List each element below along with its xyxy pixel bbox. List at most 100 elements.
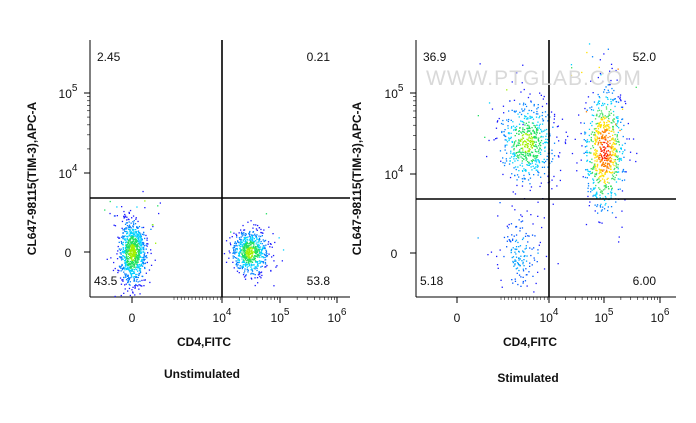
event-dot	[620, 147, 622, 149]
event-dot	[246, 249, 248, 251]
event-dot	[499, 249, 501, 251]
event-dot	[516, 155, 518, 157]
event-dot	[125, 274, 127, 276]
event-dot	[514, 160, 516, 162]
quadrant-percent-top-left: 36.9	[423, 50, 447, 64]
event-dot	[596, 136, 598, 138]
event-dot	[136, 244, 138, 246]
event-dot	[246, 253, 248, 255]
event-dot	[125, 230, 127, 233]
event-dot	[537, 121, 539, 123]
event-dot	[136, 254, 139, 257]
event-dot	[543, 173, 546, 175]
event-dot	[131, 270, 133, 272]
event-dot	[242, 247, 244, 249]
event-dot	[539, 151, 542, 154]
event-dot	[603, 146, 605, 148]
event-dot	[533, 124, 535, 127]
event-dot	[254, 255, 256, 257]
event-dot	[598, 177, 600, 179]
event-dot	[599, 188, 601, 190]
event-dot	[597, 181, 599, 184]
event-dot	[129, 233, 132, 235]
event-dot	[273, 260, 275, 262]
event-dot	[595, 151, 597, 153]
event-dot	[598, 154, 600, 156]
event-dot	[620, 157, 622, 160]
event-dot	[612, 134, 614, 136]
event-dot	[497, 120, 499, 122]
event-dot	[126, 241, 128, 243]
event-dot	[517, 166, 519, 168]
event-dot	[249, 244, 252, 246]
event-dot	[524, 124, 526, 126]
event-dot	[538, 127, 540, 129]
event-dot	[515, 226, 517, 228]
event-dot	[250, 261, 252, 263]
event-dot	[524, 152, 527, 154]
event-dot	[139, 248, 141, 250]
event-dot	[611, 161, 613, 163]
event-dot	[525, 170, 527, 172]
event-dot	[138, 225, 141, 228]
event-dot	[546, 155, 548, 157]
event-dot	[553, 115, 556, 117]
event-dot	[544, 147, 546, 149]
event-dot	[524, 115, 526, 117]
event-dot	[137, 281, 139, 283]
event-dot	[601, 169, 603, 171]
event-dot	[129, 281, 131, 283]
event-dot	[141, 249, 143, 251]
event-dot	[257, 264, 259, 266]
event-dot	[118, 256, 121, 258]
event-dot	[236, 265, 238, 267]
event-dot	[132, 226, 134, 228]
event-dot	[590, 191, 592, 193]
event-dot	[230, 244, 232, 246]
event-dot	[531, 122, 534, 124]
event-dot	[244, 275, 247, 277]
event-dot	[259, 256, 261, 258]
event-dot	[532, 118, 535, 120]
event-dot	[244, 245, 246, 247]
event-dot	[128, 225, 130, 227]
event-dot	[117, 269, 119, 271]
event-dot	[140, 263, 143, 265]
event-dot	[518, 257, 520, 259]
event-dot	[521, 220, 524, 222]
event-dot	[589, 152, 591, 154]
event-dot	[121, 252, 123, 254]
event-dot	[112, 269, 115, 272]
event-dot	[261, 274, 263, 277]
event-dot	[235, 244, 237, 246]
event-dot	[606, 164, 609, 166]
event-dot	[599, 139, 601, 142]
event-dot	[586, 177, 588, 179]
event-dot	[519, 230, 521, 232]
event-dot	[122, 244, 124, 246]
event-dot	[141, 239, 143, 241]
event-dot	[514, 209, 516, 211]
event-dot	[542, 142, 544, 145]
event-dot	[127, 264, 129, 266]
event-dot	[524, 150, 527, 153]
event-dot	[240, 243, 242, 246]
event-dot	[241, 266, 243, 268]
event-dot	[605, 184, 607, 186]
event-dot	[535, 157, 537, 159]
event-dot	[139, 271, 142, 273]
event-dot	[595, 114, 598, 117]
x-axis-title: CD4,FITC	[503, 335, 557, 349]
event-dot	[137, 261, 139, 263]
event-dot	[514, 193, 517, 195]
event-dot	[119, 256, 121, 258]
event-dot	[254, 284, 256, 287]
event-dot	[595, 156, 597, 158]
event-dot	[559, 179, 561, 182]
event-dot	[612, 125, 614, 128]
event-dot	[594, 163, 596, 165]
event-dot	[537, 201, 539, 203]
event-dot	[130, 274, 132, 276]
event-dot	[129, 262, 131, 264]
event-dot	[618, 144, 620, 146]
